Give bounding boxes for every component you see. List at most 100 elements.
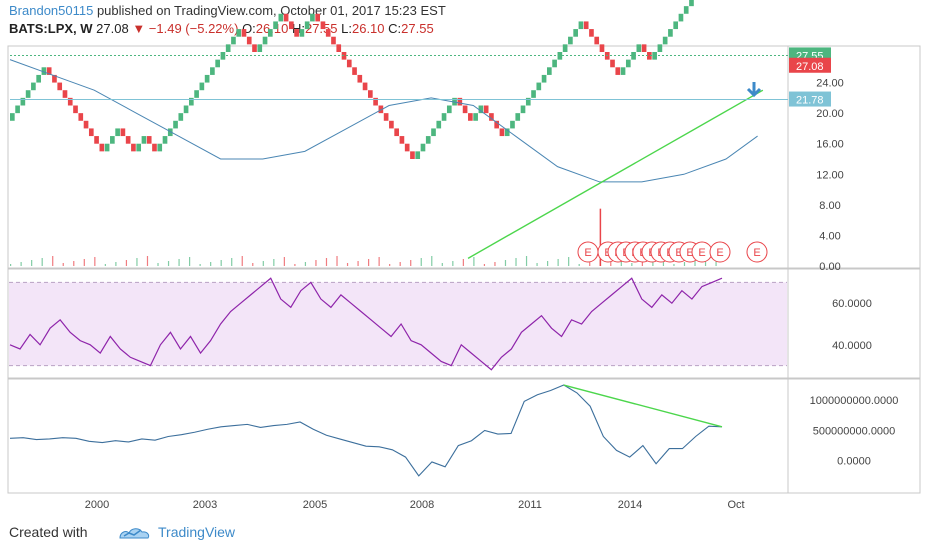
renko-brick: [283, 13, 289, 22]
renko-brick: [341, 52, 347, 60]
renko-brick: [520, 105, 526, 114]
renko-brick: [146, 136, 152, 144]
volume-bar: [473, 257, 475, 266]
renko-brick: [483, 105, 489, 114]
x-tick-label: 2003: [193, 499, 217, 511]
renko-brick: [531, 90, 536, 98]
rsi-band: [9, 282, 787, 366]
renko-brick: [131, 143, 136, 152]
volume-bar: [210, 262, 212, 266]
renko-brick: [173, 120, 178, 129]
renko-brick: [41, 67, 47, 75]
price-tick-label: 4.00: [819, 230, 840, 242]
renko-brick: [625, 59, 631, 68]
obv-trendline: [563, 384, 723, 428]
renko-brick: [157, 143, 163, 152]
renko-brick: [99, 143, 105, 152]
renko-brick: [304, 21, 310, 30]
price-change: ▼ −1.49 (−5.22%): [132, 21, 239, 36]
renko-brick: [389, 120, 394, 129]
level-price-label-bg: [789, 91, 831, 107]
x-tick-label: Oct: [727, 499, 744, 511]
renko-brick: [310, 13, 315, 22]
price-tick-label: 12.00: [816, 169, 844, 181]
renko-brick: [110, 136, 115, 144]
tradingview-logo-icon[interactable]: [116, 524, 152, 542]
renko-brick: [594, 36, 600, 45]
volume-bar: [673, 264, 675, 266]
l-label: L:: [341, 21, 352, 36]
earnings-marker: [709, 241, 731, 263]
renko-brick: [194, 90, 199, 98]
renko-brick: [278, 13, 284, 22]
volume-bar: [262, 261, 264, 266]
volume-bar: [231, 258, 233, 266]
volume-bar: [431, 256, 433, 266]
renko-brick: [441, 113, 447, 121]
renko-brick: [436, 120, 442, 129]
renko-brick: [83, 120, 89, 129]
volume-bar: [704, 258, 707, 266]
volume-bar: [273, 259, 275, 266]
x-tick-label: 2005: [303, 499, 327, 511]
volume-bar: [104, 264, 106, 266]
volume-bar: [589, 262, 591, 266]
volume-bar: [20, 262, 22, 266]
renko-brick: [141, 136, 147, 144]
earnings-label: E: [716, 247, 723, 259]
renko-brick: [647, 52, 652, 60]
renko-brick: [210, 67, 215, 75]
renko-brick: [152, 143, 157, 152]
renko-brick: [320, 21, 326, 30]
renko-brick: [641, 44, 647, 52]
renko-brick: [562, 44, 568, 52]
renko-brick: [315, 13, 321, 22]
renko-brick: [378, 105, 384, 114]
renko-brick: [273, 21, 278, 30]
volume-bar: [315, 260, 317, 266]
renko-brick: [189, 97, 194, 106]
renko-brick: [668, 29, 673, 37]
renko-brick: [136, 143, 142, 152]
obv-pane[interactable]: [7, 378, 921, 494]
renko-brick: [515, 113, 521, 121]
renko-brick: [88, 128, 94, 137]
obv-tick-label: 0.0000: [837, 456, 871, 468]
renko-brick: [657, 44, 663, 52]
volume-bar: [167, 261, 170, 266]
renko-brick: [94, 136, 99, 144]
renko-brick: [568, 36, 573, 45]
volume-bar: [41, 258, 43, 266]
price-tick-label: 8.00: [819, 200, 840, 212]
renko-brick: [399, 136, 405, 144]
renko-brick: [57, 82, 63, 91]
renko-brick: [373, 97, 378, 106]
volume-bar: [536, 263, 538, 266]
volume-bar: [146, 256, 149, 266]
renko-brick: [125, 136, 131, 144]
symbol: BATS:LPX, W: [9, 21, 93, 36]
renko-brick: [262, 36, 268, 45]
renko-brick: [352, 67, 357, 75]
author-link[interactable]: Brandon50115: [9, 3, 94, 18]
renko-brick: [425, 136, 431, 144]
renko-brick: [473, 113, 478, 121]
renko-brick: [62, 90, 68, 98]
price-pane[interactable]: [7, 45, 921, 269]
renko-brick: [115, 128, 120, 137]
renko-brick: [404, 143, 410, 152]
tradingview-link[interactable]: TradingView: [158, 524, 236, 540]
volume-bar: [241, 256, 243, 266]
volume-bar: [399, 262, 401, 266]
chart-area[interactable]: 0.00 4.00 8.00 12.00 16.00 20.00 24.00 27.55 27.…: [0, 0, 932, 516]
renko-brick: [20, 97, 26, 106]
volume-bar: [515, 258, 517, 266]
earnings-label: E: [584, 247, 591, 259]
rsi-pane[interactable]: [7, 268, 921, 379]
renko-brick: [178, 113, 184, 121]
volume-bar: [73, 261, 75, 266]
moving-average-line: [9, 59, 758, 183]
publish-text: published on TradingView.com, October 01…: [93, 3, 446, 18]
renko-brick: [578, 21, 584, 30]
l-value: 26.10: [351, 21, 385, 36]
